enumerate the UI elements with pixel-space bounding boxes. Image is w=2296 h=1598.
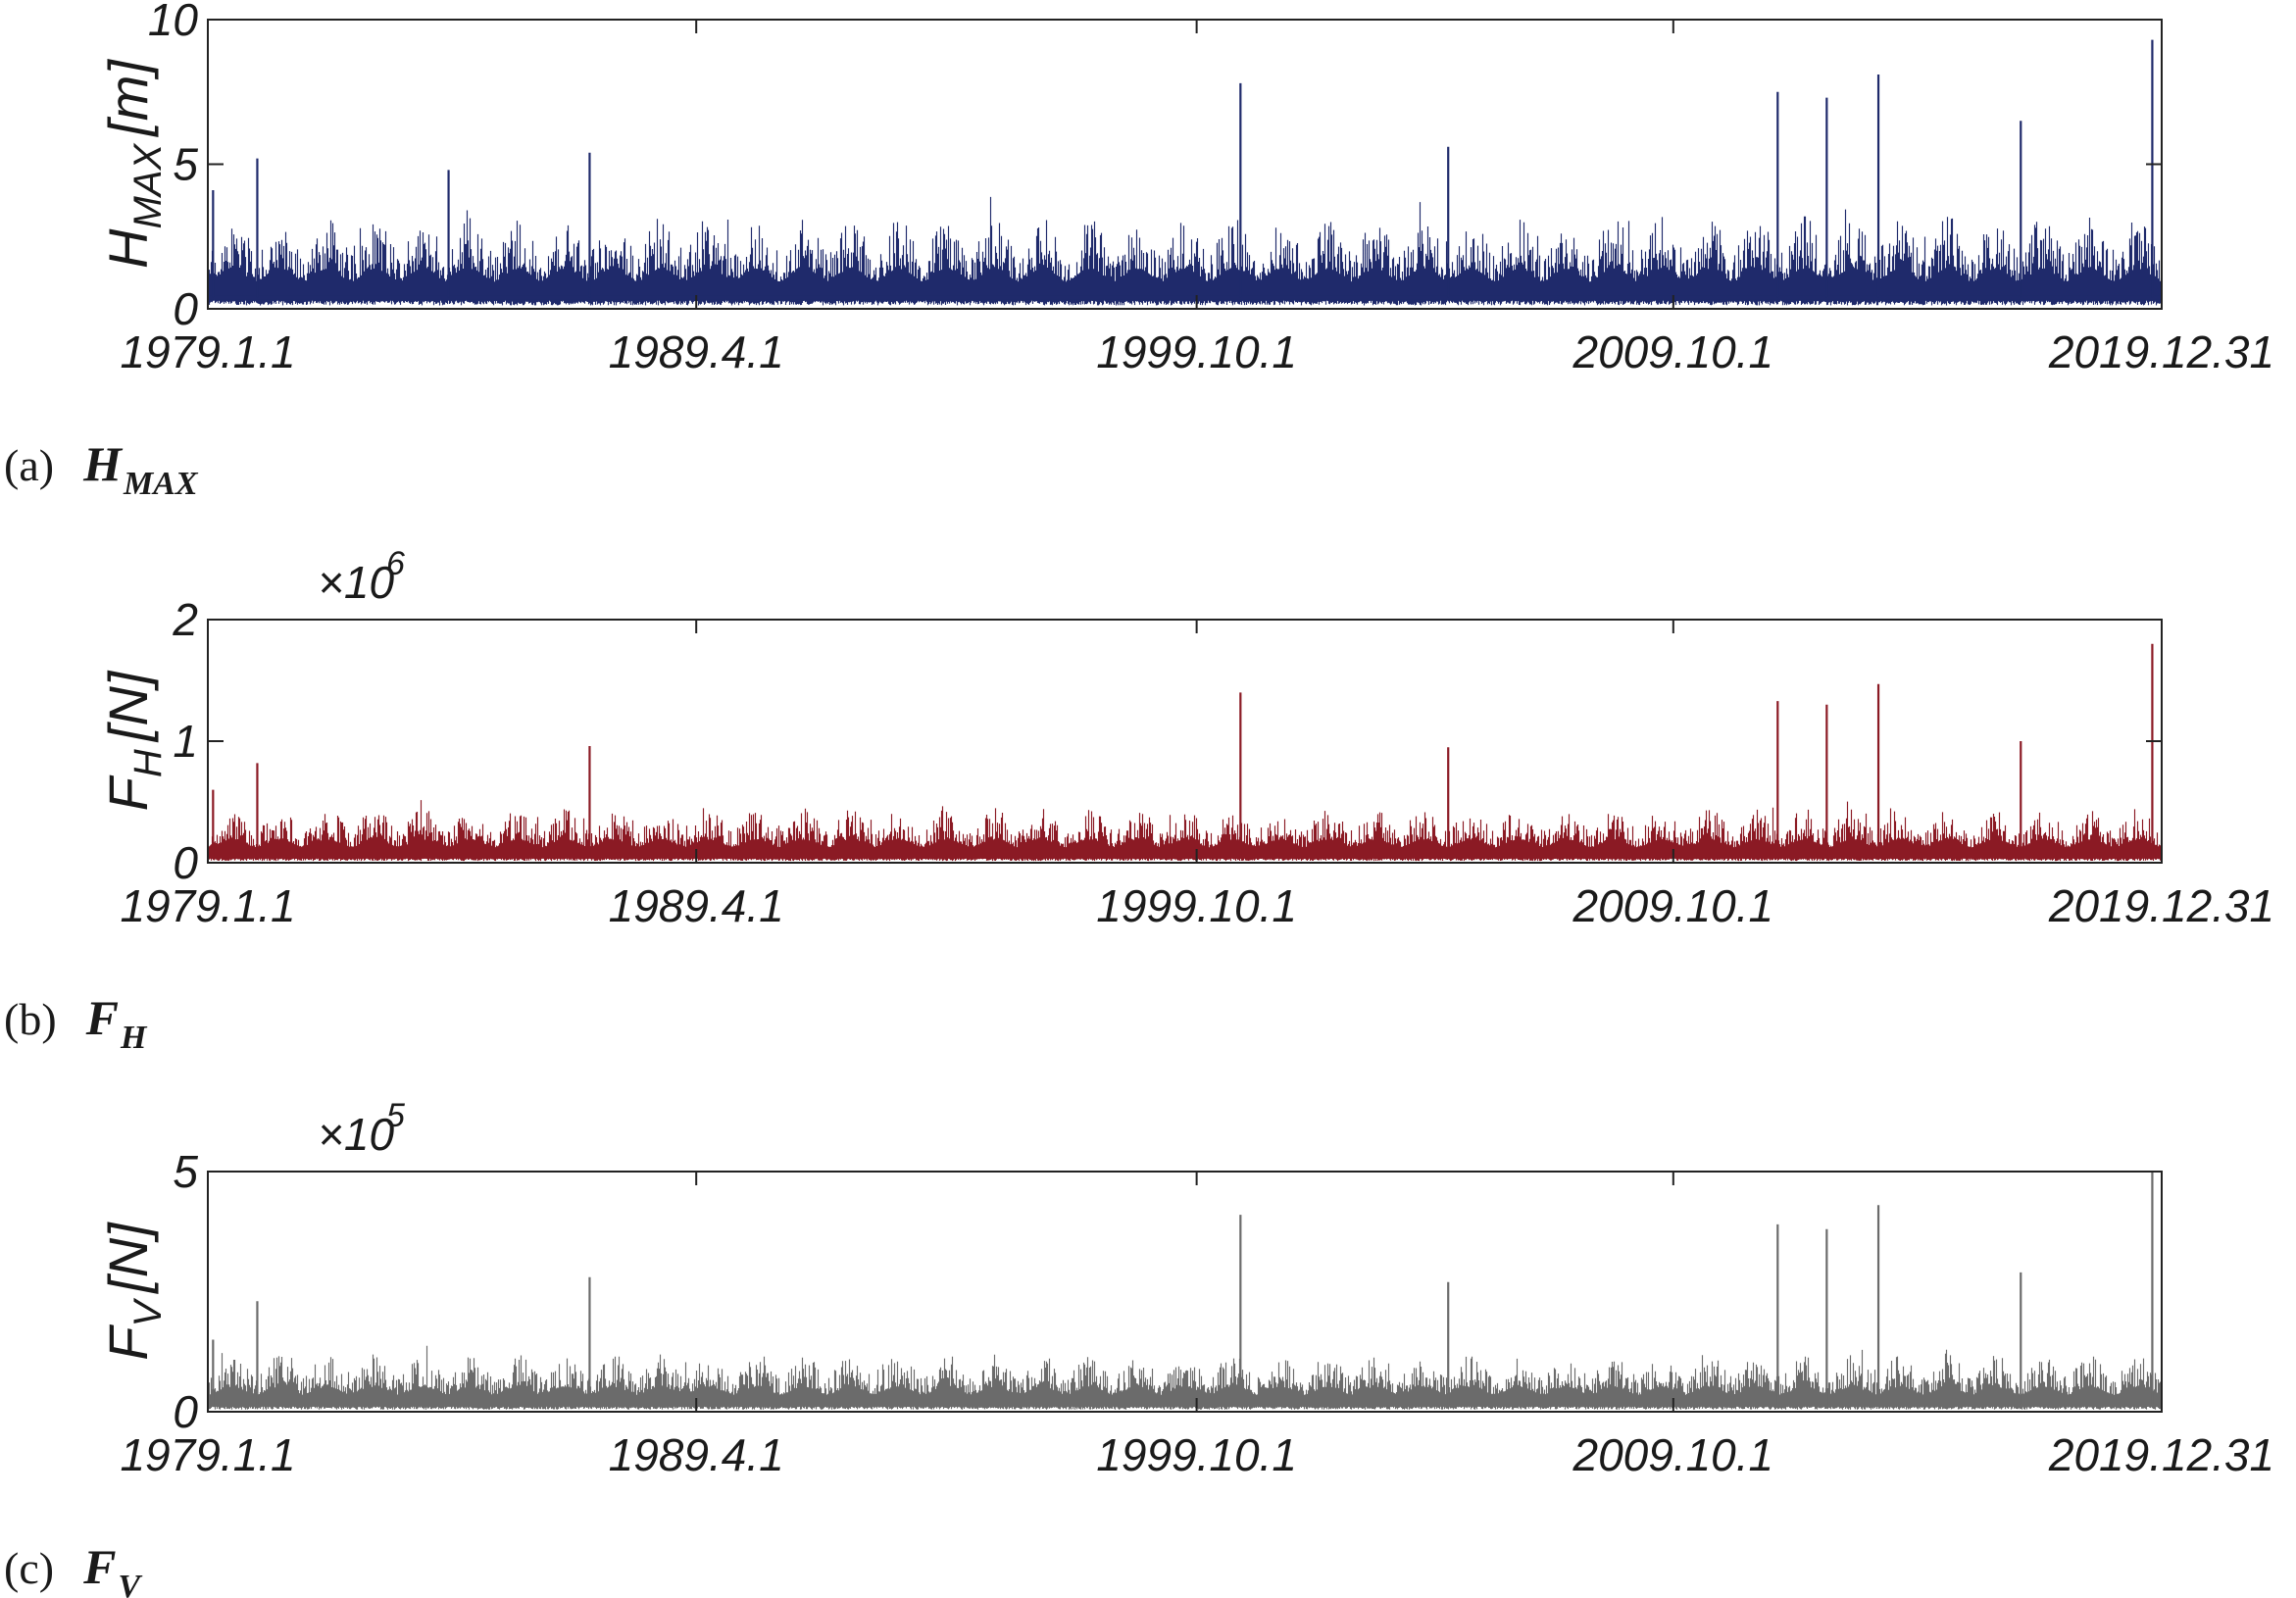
panel-caption: (b) FH xyxy=(4,990,148,1056)
x-tick-label: 1999.10.1 xyxy=(1096,1429,1297,1480)
x-tick-label: 1989.4.1 xyxy=(609,880,784,931)
y-tick-label: 0 xyxy=(173,283,198,334)
panel-caption: (c) FV xyxy=(4,1539,142,1598)
chart-panel-2: 0 1 2 1979.1.1 1989.4.1 1999.10.1 2009.10.1 201… xyxy=(4,545,2274,1056)
y-axis-label-symbol: F xyxy=(97,1324,159,1361)
y-axis-label-unit: [N] xyxy=(97,670,159,743)
y-tick-label: 5 xyxy=(173,139,198,190)
panel-caption: (a) HMAX xyxy=(4,436,199,502)
chart-panel-3: 0 5 1979.1.1 1989.4.1 1999.10.1 2009.10.1 2019… xyxy=(4,1097,2274,1598)
axes-box xyxy=(207,1171,2163,1413)
x-tick-label: 2019.12.31 xyxy=(2048,880,2274,931)
series-line-2 xyxy=(207,800,2163,862)
panel-caption-label: (b) xyxy=(4,994,57,1044)
x-tick-label: 1979.1.1 xyxy=(120,880,295,931)
x-tick-label: 2009.10.1 xyxy=(1572,880,1773,931)
panel-caption-subscript: V xyxy=(118,1569,142,1598)
panel-caption-subscript: H xyxy=(120,1020,148,1056)
x-tick-label: 1979.1.1 xyxy=(120,326,295,377)
y-tick-label: 5 xyxy=(173,1146,198,1197)
panel-caption-label: (a) xyxy=(4,440,54,490)
series-line-1 xyxy=(207,196,2163,306)
y-tick-label: 2 xyxy=(172,594,198,645)
y-axis-label-subscript: V xyxy=(126,1298,170,1327)
y-axis-label-unit: [m] xyxy=(97,59,159,138)
x-tick-label: 1979.1.1 xyxy=(120,1429,295,1480)
y-axis-label-subscript: MAX xyxy=(126,143,170,229)
x-tick-label: 2019.12.31 xyxy=(2048,326,2274,377)
axis-multiplier-exponent: 5 xyxy=(386,1097,405,1134)
axis-multiplier: ×10 xyxy=(318,557,394,608)
x-tick-label: 1999.10.1 xyxy=(1096,880,1297,931)
y-axis-label: FH [N] xyxy=(97,670,170,811)
panel-caption-symbol: F xyxy=(82,1539,116,1594)
axis-multiplier-exponent: 6 xyxy=(386,545,405,582)
x-tick-label: 2009.10.1 xyxy=(1572,326,1773,377)
y-tick-label: 0 xyxy=(173,1386,198,1437)
axis-multiplier: ×10 xyxy=(318,1109,394,1160)
y-axis-label: FV [N] xyxy=(97,1222,170,1361)
y-tick-label: 0 xyxy=(173,837,198,888)
panel-caption-symbol: H xyxy=(82,436,124,491)
x-tick-label: 2009.10.1 xyxy=(1572,1429,1773,1480)
y-axis-label-symbol: F xyxy=(97,774,159,811)
x-tick-label: 1999.10.1 xyxy=(1096,326,1297,377)
chart-panel-1: 0 5 10 1979.1.1 1989.4.1 1999.10.1 2009.10.1 20… xyxy=(4,0,2274,502)
series-line-3 xyxy=(207,1345,2163,1410)
y-tick-label: 1 xyxy=(173,716,198,767)
panel-caption-subscript: MAX xyxy=(123,466,199,502)
y-axis-label-subscript: H xyxy=(126,749,170,777)
y-tick-label: 10 xyxy=(148,0,199,45)
panel-caption-label: (c) xyxy=(4,1543,54,1593)
y-axis-label-unit: [N] xyxy=(97,1222,159,1295)
panel-caption-symbol: F xyxy=(85,990,119,1045)
x-tick-label: 1989.4.1 xyxy=(609,1429,784,1480)
y-axis-label-symbol: H xyxy=(97,228,159,269)
x-tick-label: 2019.12.31 xyxy=(2048,1429,2274,1480)
x-tick-label: 1989.4.1 xyxy=(609,326,784,377)
y-axis-label: HMAX [m] xyxy=(97,59,170,269)
